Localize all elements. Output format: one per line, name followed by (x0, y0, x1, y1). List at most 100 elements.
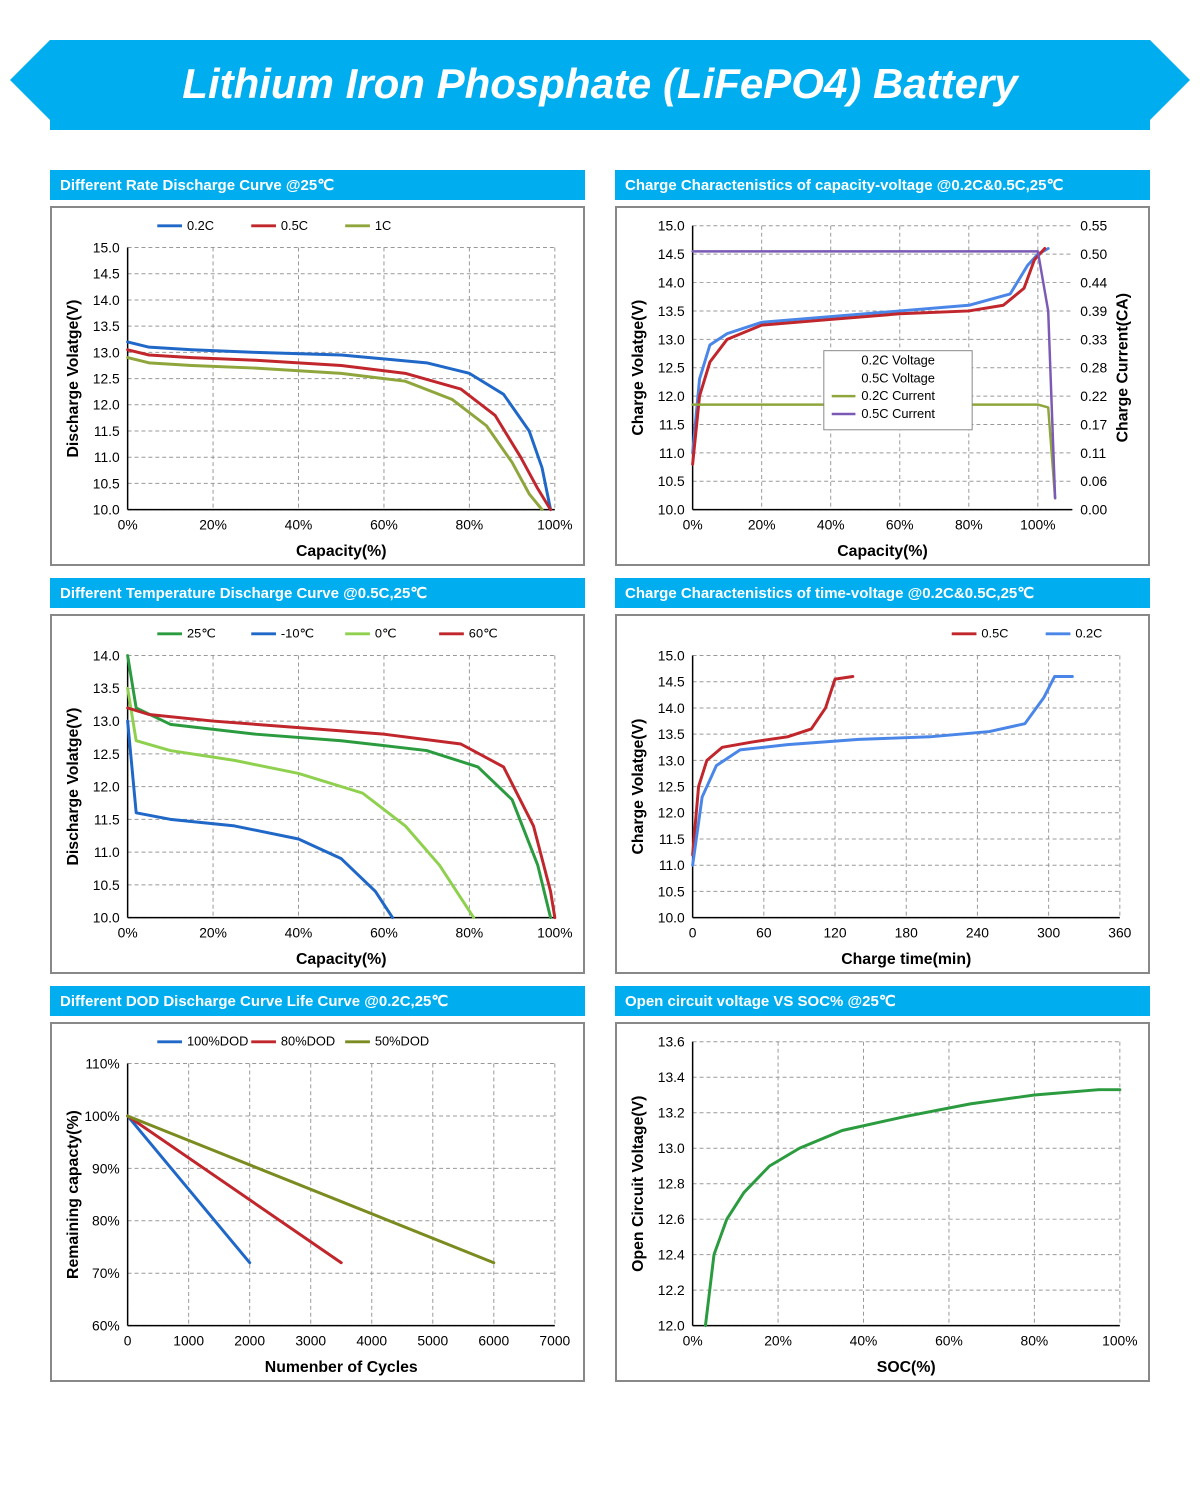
svg-text:70%: 70% (92, 1265, 120, 1281)
svg-text:13.0: 13.0 (93, 713, 120, 729)
svg-text:0.2C Current: 0.2C Current (861, 388, 935, 403)
svg-text:14.0: 14.0 (658, 275, 685, 291)
svg-text:60%: 60% (370, 516, 398, 532)
svg-text:Open Circuit Voltage(V): Open Circuit Voltage(V) (630, 1096, 647, 1272)
svg-text:12.0: 12.0 (658, 805, 685, 821)
svg-text:11.5: 11.5 (659, 831, 685, 847)
svg-text:13.4: 13.4 (658, 1069, 685, 1085)
chart-box-3: 0%20%40%60%80%100%10.010.511.011.512.012… (50, 614, 585, 974)
svg-text:0.17: 0.17 (1080, 416, 1107, 432)
svg-text:12.8: 12.8 (658, 1176, 685, 1192)
chart-block-4: Charge Charactenistics of time-voltage @… (615, 578, 1150, 974)
svg-text:Remaining capacty(%): Remaining capacty(%) (65, 1110, 82, 1279)
svg-text:1000: 1000 (173, 1332, 204, 1348)
svg-text:0%: 0% (118, 516, 138, 532)
svg-text:20%: 20% (748, 516, 776, 532)
chart-box-4: 06012018024030036010.010.511.011.512.012… (615, 614, 1150, 974)
svg-text:0.44: 0.44 (1080, 275, 1107, 291)
svg-text:80%DOD: 80%DOD (281, 1034, 335, 1049)
svg-text:12.2: 12.2 (658, 1282, 685, 1298)
svg-text:0.5C: 0.5C (281, 218, 308, 233)
svg-text:80%: 80% (456, 516, 484, 532)
chart-box-5: 0100020003000400050006000700060%70%80%90… (50, 1022, 585, 1382)
chart-block-5: Different DOD Discharge Curve Life Curve… (50, 986, 585, 1382)
chart-block-1: Different Rate Discharge Curve @25℃ 0%20… (50, 170, 585, 566)
svg-text:12.5: 12.5 (93, 746, 120, 762)
svg-text:60%: 60% (886, 516, 914, 532)
svg-text:Capacity(%): Capacity(%) (296, 951, 387, 968)
chart-block-3: Different Temperature Discharge Curve @0… (50, 578, 585, 974)
svg-text:0%: 0% (683, 516, 703, 532)
svg-text:80%: 80% (92, 1213, 120, 1229)
svg-text:10.5: 10.5 (658, 473, 685, 489)
svg-text:13.0: 13.0 (658, 331, 685, 347)
svg-text:0.22: 0.22 (1080, 388, 1107, 404)
svg-text:13.5: 13.5 (658, 726, 685, 742)
svg-text:11.0: 11.0 (659, 857, 685, 873)
svg-text:300: 300 (1037, 924, 1060, 940)
svg-text:13.0: 13.0 (658, 1140, 685, 1156)
svg-text:12.5: 12.5 (658, 360, 685, 376)
svg-text:0.2C: 0.2C (1075, 626, 1102, 641)
svg-text:0.5C: 0.5C (981, 626, 1008, 641)
svg-text:11.5: 11.5 (94, 811, 120, 827)
svg-text:12.0: 12.0 (93, 779, 120, 795)
svg-text:Capacity(%): Capacity(%) (837, 543, 928, 560)
svg-text:11.5: 11.5 (94, 423, 120, 439)
page-banner: Lithium Iron Phosphate (LiFePO4) Battery (50, 40, 1150, 130)
svg-text:15.0: 15.0 (93, 240, 120, 256)
svg-text:Discharge Volatge(V): Discharge Volatge(V) (65, 708, 82, 866)
svg-text:7000: 7000 (539, 1332, 570, 1348)
svg-text:12.5: 12.5 (658, 779, 685, 795)
svg-text:80%: 80% (1021, 1332, 1049, 1348)
svg-text:360: 360 (1108, 924, 1131, 940)
svg-text:Capacity(%): Capacity(%) (296, 543, 387, 560)
chart-title-3: Different Temperature Discharge Curve @0… (50, 578, 585, 608)
svg-text:14.5: 14.5 (658, 674, 685, 690)
svg-text:10.0: 10.0 (93, 502, 120, 518)
svg-text:40%: 40% (850, 1332, 878, 1348)
svg-text:15.0: 15.0 (658, 218, 685, 234)
svg-text:80%: 80% (456, 924, 484, 940)
svg-text:0: 0 (689, 924, 697, 940)
svg-text:0.50: 0.50 (1080, 246, 1107, 262)
svg-text:60: 60 (756, 924, 772, 940)
svg-text:13.5: 13.5 (93, 318, 120, 334)
svg-text:60%: 60% (935, 1332, 963, 1348)
chart-block-6: Open circuit voltage VS SOC% @25℃ 0%20%4… (615, 986, 1150, 1382)
chart-title-5: Different DOD Discharge Curve Life Curve… (50, 986, 585, 1016)
svg-text:11.0: 11.0 (659, 445, 685, 461)
svg-text:12.0: 12.0 (658, 388, 685, 404)
svg-text:100%: 100% (537, 516, 572, 532)
chart-title-1: Different Rate Discharge Curve @25℃ (50, 170, 585, 200)
svg-text:0: 0 (124, 1332, 132, 1348)
svg-text:0.2C Voltage: 0.2C Voltage (861, 353, 935, 368)
svg-text:11.0: 11.0 (94, 844, 120, 860)
svg-text:0.39: 0.39 (1080, 303, 1107, 319)
svg-text:25℃: 25℃ (187, 626, 216, 641)
svg-text:100%: 100% (537, 924, 572, 940)
svg-text:11.5: 11.5 (659, 416, 685, 432)
svg-text:120: 120 (823, 924, 846, 940)
svg-text:90%: 90% (92, 1160, 120, 1176)
svg-text:20%: 20% (199, 924, 227, 940)
svg-text:Charge time(min): Charge time(min) (841, 951, 971, 968)
svg-text:0.06: 0.06 (1080, 473, 1107, 489)
svg-text:12.4: 12.4 (658, 1247, 685, 1263)
svg-text:Charge Current(CA): Charge Current(CA) (1115, 293, 1132, 442)
svg-text:10.0: 10.0 (658, 910, 685, 926)
chart-grid: Different Rate Discharge Curve @25℃ 0% 20… (50, 170, 1150, 1382)
svg-text:1C: 1C (375, 218, 391, 233)
svg-text:13.2: 13.2 (658, 1105, 685, 1121)
svg-text:60℃: 60℃ (469, 626, 498, 641)
svg-text:0.5C Current: 0.5C Current (861, 406, 935, 421)
svg-text:180: 180 (895, 924, 918, 940)
svg-text:0.11: 0.11 (1080, 445, 1106, 461)
svg-text:14.0: 14.0 (93, 648, 120, 664)
svg-text:13.0: 13.0 (93, 344, 120, 360)
svg-text:0℃: 0℃ (375, 626, 397, 641)
svg-text:100%: 100% (1102, 1332, 1137, 1348)
svg-text:40%: 40% (285, 516, 313, 532)
svg-text:13.5: 13.5 (93, 680, 120, 696)
svg-text:60%: 60% (370, 924, 398, 940)
